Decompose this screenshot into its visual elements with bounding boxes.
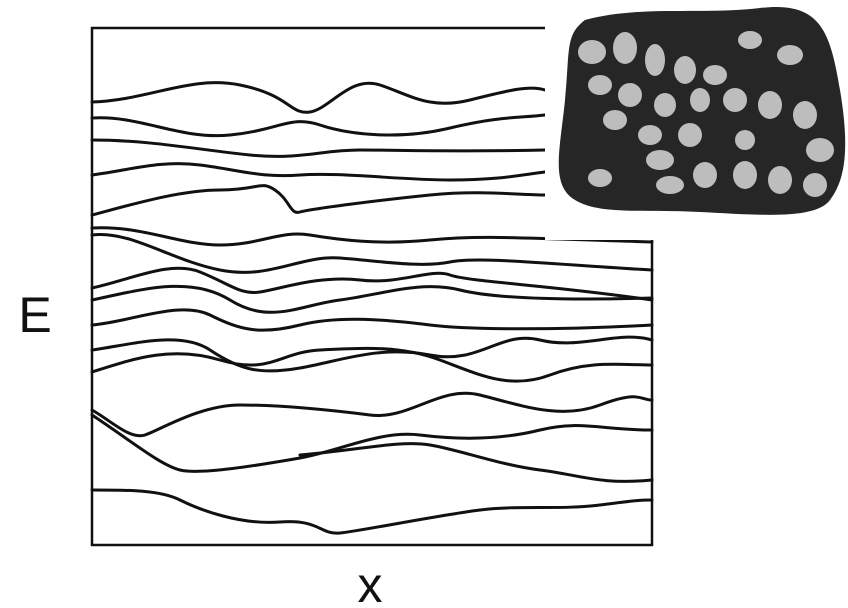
curve bbox=[92, 415, 652, 471]
curve bbox=[92, 164, 545, 180]
inset-image bbox=[545, 0, 848, 240]
page: E x (() => { const data = JSON.parse(doc… bbox=[0, 0, 848, 608]
curve bbox=[92, 115, 545, 136]
y-axis-label: E bbox=[18, 287, 51, 343]
curve bbox=[92, 310, 652, 330]
curve bbox=[92, 83, 545, 113]
curve bbox=[300, 444, 652, 482]
curve bbox=[92, 393, 652, 436]
diagram: E x bbox=[0, 0, 848, 608]
curve bbox=[92, 186, 545, 215]
x-axis-label: x bbox=[358, 557, 383, 608]
curve bbox=[92, 490, 652, 533]
curve bbox=[92, 140, 545, 156]
